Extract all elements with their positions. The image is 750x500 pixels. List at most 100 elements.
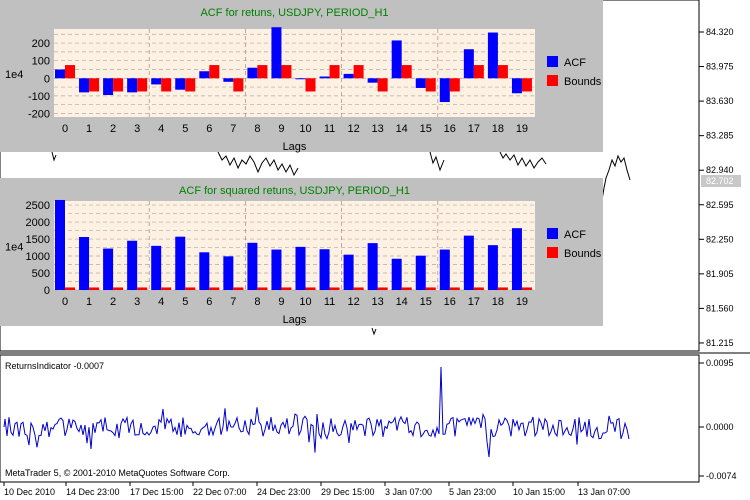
time-tick-label: 24 Dec 23:00 [257,487,311,497]
bounds-bar [233,78,244,92]
y-tick-label: -200 [28,108,50,120]
y-tick-label: 2000 [26,217,50,229]
bounds-bar [137,78,148,92]
bounds-bar [65,65,75,79]
main-chart-border [0,0,700,352]
bounds-bar [473,287,484,290]
legend-label-bounds: Bounds [564,76,602,88]
x-tick-label: 4 [158,296,164,308]
indicator-window[interactable] [0,355,699,482]
y-tick-label: 0 [44,285,50,297]
acf-bar [511,228,522,290]
price-tick-label: 82.250 [706,234,734,244]
bounds-bar [257,65,268,79]
x-tick-label: 5 [182,296,188,308]
indicator-axis[interactable]: 0.0095 0.0000 -0.0074 [699,358,737,481]
acf-bar [103,248,114,290]
legend-label-bounds: Bounds [564,248,602,260]
acf-bar [127,240,138,290]
bounds-bar [113,287,124,290]
x-tick-label: 3 [134,296,140,308]
legend-swatch-acf [547,56,558,67]
current-price-marker [701,175,741,187]
y-tick-label: 0 [44,73,50,85]
x-tick-label: 12 [347,123,359,135]
y-tick-label: 2500 [26,200,50,212]
bounds-bar [305,287,316,290]
y-tick-label: 200 [32,38,50,50]
time-tick-label: 14 Dec 23:00 [66,487,120,497]
acf-bar [295,246,306,290]
x-tick-label: 7 [230,123,236,135]
x-tick-label: 9 [278,296,284,308]
x-tick-label: 0 [62,123,68,135]
bounds-bar [401,287,412,290]
x-tick-label: 2 [110,296,116,308]
x-tick-label: 10 [299,296,311,308]
time-tick-label: 10 Dec 2010 [4,487,55,497]
returns-indicator-line [3,366,630,458]
bounds-bar [353,65,364,79]
time-tick-label: 22 Dec 07:00 [193,487,247,497]
plot-area [54,29,535,117]
x-tick-label: 19 [516,296,528,308]
bounds-bar [521,287,532,290]
x-tick-label: 2 [110,123,116,135]
time-axis[interactable]: 10 Dec 2010 14 Dec 23:00 17 Dec 15:00 22 De… [3,482,630,497]
x-tick-label: 13 [372,123,384,135]
bounds-bar [497,65,508,79]
price-tick-label: 81.215 [706,338,734,348]
bounds-bar [521,78,532,92]
time-tick-label: 29 Dec 15:00 [321,487,375,497]
x-tick-label: 15 [420,123,432,135]
bounds-bar [185,287,196,290]
acf-bar [511,78,522,94]
acf-panel-1[interactable]: ACF for retuns, USDJPY, PERIOD_H1 -200 -10… [0,0,603,153]
x-tick-label: 14 [396,296,408,308]
x-tick-label: 1 [86,123,92,135]
time-tick-label: 17 Dec 15:00 [130,487,184,497]
acf-bar [223,256,234,290]
price-tick-label: 82.940 [706,165,734,175]
bounds-bar [353,287,364,290]
y-tick-label: 1000 [26,251,50,263]
x-tick-label: 8 [254,296,260,308]
x-tick-label: 8 [254,123,260,135]
y-tick-label: 1500 [26,234,50,246]
acf-bar [127,78,138,93]
price-line-segment [429,151,445,172]
acf-bar [487,32,498,79]
legend-swatch-acf [547,228,558,239]
bounds-bar [377,287,388,290]
bounds-bar [473,65,484,79]
bounds-bar [161,287,172,290]
price-tick-label: 83.630 [706,96,734,106]
x-tick-label: 18 [492,296,504,308]
chart-title: ACF for squared retuns, USDJPY, PERIOD_H… [179,185,410,197]
bounds-bar [137,287,148,290]
x-axis-label: Lags [283,314,307,326]
acf-panel-2[interactable]: ACF for squared retuns, USDJPY, PERIOD_H… [0,178,603,326]
price-tick-label: 83.975 [706,62,734,72]
acf-bar [199,252,210,290]
bounds-bar [425,287,436,290]
price-axis[interactable]: 84.320 83.975 83.630 83.285 82.940 82.595 82.2… [699,27,741,348]
x-tick-label: 9 [278,123,284,135]
acf-bar [199,71,210,79]
price-tick-label: 84.320 [706,27,734,37]
bounds-bar [281,287,292,290]
y-tick-label: 100 [32,56,50,68]
acf-bar [247,242,258,290]
bounds-bar [257,287,268,290]
acf-bar [151,78,162,85]
x-tick-label: 5 [182,123,188,135]
indicator-window-border [0,354,700,483]
x-tick-label: 16 [444,123,456,135]
y-axis-label: 1e4 [5,242,23,254]
acf-bar [487,245,498,290]
indicator-tick-label: 0.0095 [706,358,734,368]
x-tick-label: 4 [158,123,164,135]
time-tick-label: 3 Jan 07:00 [385,487,432,497]
legend: ACF Bounds [547,56,602,88]
